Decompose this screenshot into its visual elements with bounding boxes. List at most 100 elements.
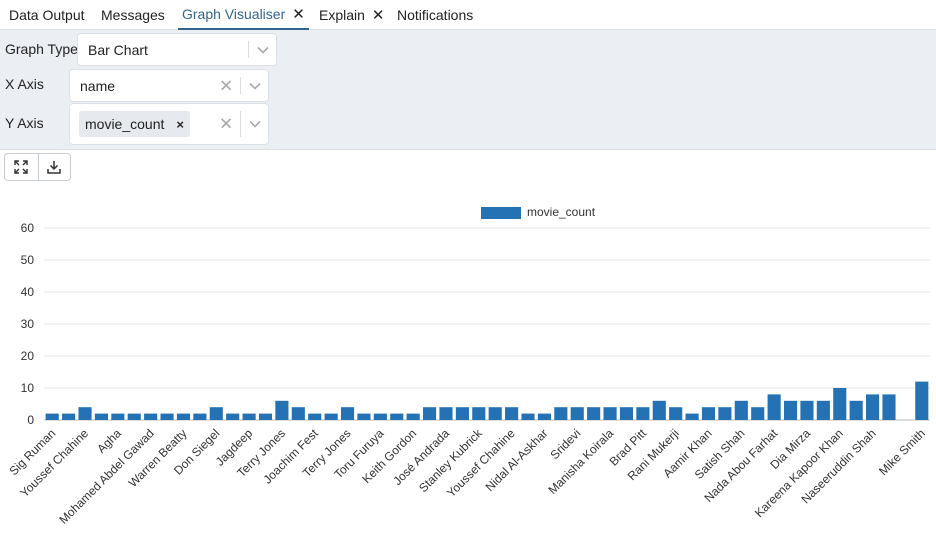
bar <box>685 413 699 420</box>
bar <box>176 413 191 420</box>
y-axis-chip: movie_count × <box>79 111 190 137</box>
bar <box>455 407 469 420</box>
bar <box>587 407 601 420</box>
bar <box>636 407 650 420</box>
bar <box>783 400 798 420</box>
bar <box>652 400 666 420</box>
bar <box>554 407 568 420</box>
download-icon <box>47 161 61 174</box>
bar <box>160 413 174 420</box>
y-tick-label: 20 <box>21 349 35 363</box>
remove-chip-icon[interactable]: × <box>176 116 184 132</box>
y-tick-label: 40 <box>21 285 35 299</box>
bar <box>127 413 141 420</box>
bar <box>62 413 76 420</box>
x-axis-value: name <box>80 77 116 94</box>
legend-swatch <box>481 207 521 219</box>
chevron-down-icon[interactable] <box>256 45 270 54</box>
y-axis-label: Y Axis <box>5 115 44 131</box>
tab-notifications[interactable]: Notifications <box>397 0 473 30</box>
clear-icon[interactable]: ✕ <box>219 114 234 134</box>
bar <box>472 407 486 420</box>
select-separator <box>240 111 241 137</box>
close-icon[interactable]: ✕ <box>371 6 385 24</box>
bar <box>734 400 748 420</box>
bar <box>570 407 584 420</box>
chart-toolbar <box>4 153 71 181</box>
bar <box>521 413 535 420</box>
bar <box>45 413 59 420</box>
bar <box>111 413 125 420</box>
y-tick-label: 50 <box>21 253 35 267</box>
graph-type-label: Graph Type <box>5 41 78 57</box>
y-tick-label: 0 <box>27 413 34 427</box>
tab-messages[interactable]: Messages <box>101 0 165 30</box>
graph-settings-panel: Graph Type Bar Chart X Axis name ✕ Y Axi… <box>0 30 936 150</box>
bar <box>144 413 158 420</box>
bar <box>94 413 108 420</box>
y-tick-label: 30 <box>21 317 35 331</box>
tab-label: Graph Visualiser <box>182 6 286 22</box>
bar <box>701 407 716 420</box>
bar <box>849 400 863 420</box>
bar <box>226 413 240 420</box>
select-separator <box>240 77 241 94</box>
bar <box>718 407 732 420</box>
bar <box>406 413 420 420</box>
legend-label: movie_count <box>527 205 596 219</box>
x-axis-select[interactable]: name ✕ <box>69 69 269 102</box>
expand-icon <box>14 160 28 174</box>
clear-icon[interactable]: ✕ <box>219 76 234 95</box>
bar <box>505 407 519 420</box>
bar <box>258 413 273 420</box>
bar <box>209 407 223 420</box>
download-button[interactable] <box>37 154 71 180</box>
close-icon[interactable]: ✕ <box>292 5 305 23</box>
bar <box>242 413 256 420</box>
chevron-down-icon[interactable] <box>248 81 262 90</box>
bar <box>423 407 437 420</box>
bar <box>767 394 781 420</box>
chevron-down-icon[interactable] <box>248 120 262 129</box>
bar <box>78 407 92 420</box>
x-axis-label: X Axis <box>5 76 44 92</box>
bar <box>603 407 617 420</box>
tab-label: Messages <box>101 7 165 23</box>
bar <box>357 413 371 420</box>
bar <box>800 400 814 420</box>
select-separator <box>248 41 249 58</box>
bar <box>291 407 305 420</box>
bar <box>915 381 929 420</box>
bar <box>882 394 896 420</box>
bar <box>439 407 453 420</box>
bar <box>537 413 551 420</box>
tab-label: Notifications <box>397 7 474 23</box>
bar <box>275 400 289 420</box>
tab-data-output[interactable]: Data Output <box>9 0 85 30</box>
expand-button[interactable] <box>5 154 38 180</box>
bar <box>308 413 322 420</box>
bar <box>816 400 830 420</box>
tab-graph-visualiser[interactable]: Graph Visualiser ✕ <box>178 0 309 30</box>
result-tabs: Data Output Messages Graph Visualiser ✕ E… <box>0 0 936 30</box>
bar <box>669 407 683 420</box>
bar <box>193 413 207 420</box>
y-axis-chip-label: movie_count <box>85 116 165 132</box>
tab-label: Explain <box>319 7 365 23</box>
bar <box>751 407 765 420</box>
bar <box>340 407 355 420</box>
bar <box>619 407 634 420</box>
y-tick-label: 10 <box>21 381 35 395</box>
y-tick-label: 60 <box>21 221 35 235</box>
bar <box>866 394 880 420</box>
graph-type-value: Bar Chart <box>88 41 148 58</box>
graph-type-select[interactable]: Bar Chart <box>77 33 277 66</box>
x-tick-label: Agha <box>94 426 124 456</box>
tab-explain[interactable]: Explain ✕ <box>319 0 385 30</box>
tab-label: Data Output <box>9 7 85 23</box>
x-tick-label: Mike Smith <box>876 426 928 478</box>
bar <box>833 388 847 420</box>
bar <box>390 413 404 420</box>
y-axis-select[interactable]: movie_count × ✕ <box>69 103 269 145</box>
